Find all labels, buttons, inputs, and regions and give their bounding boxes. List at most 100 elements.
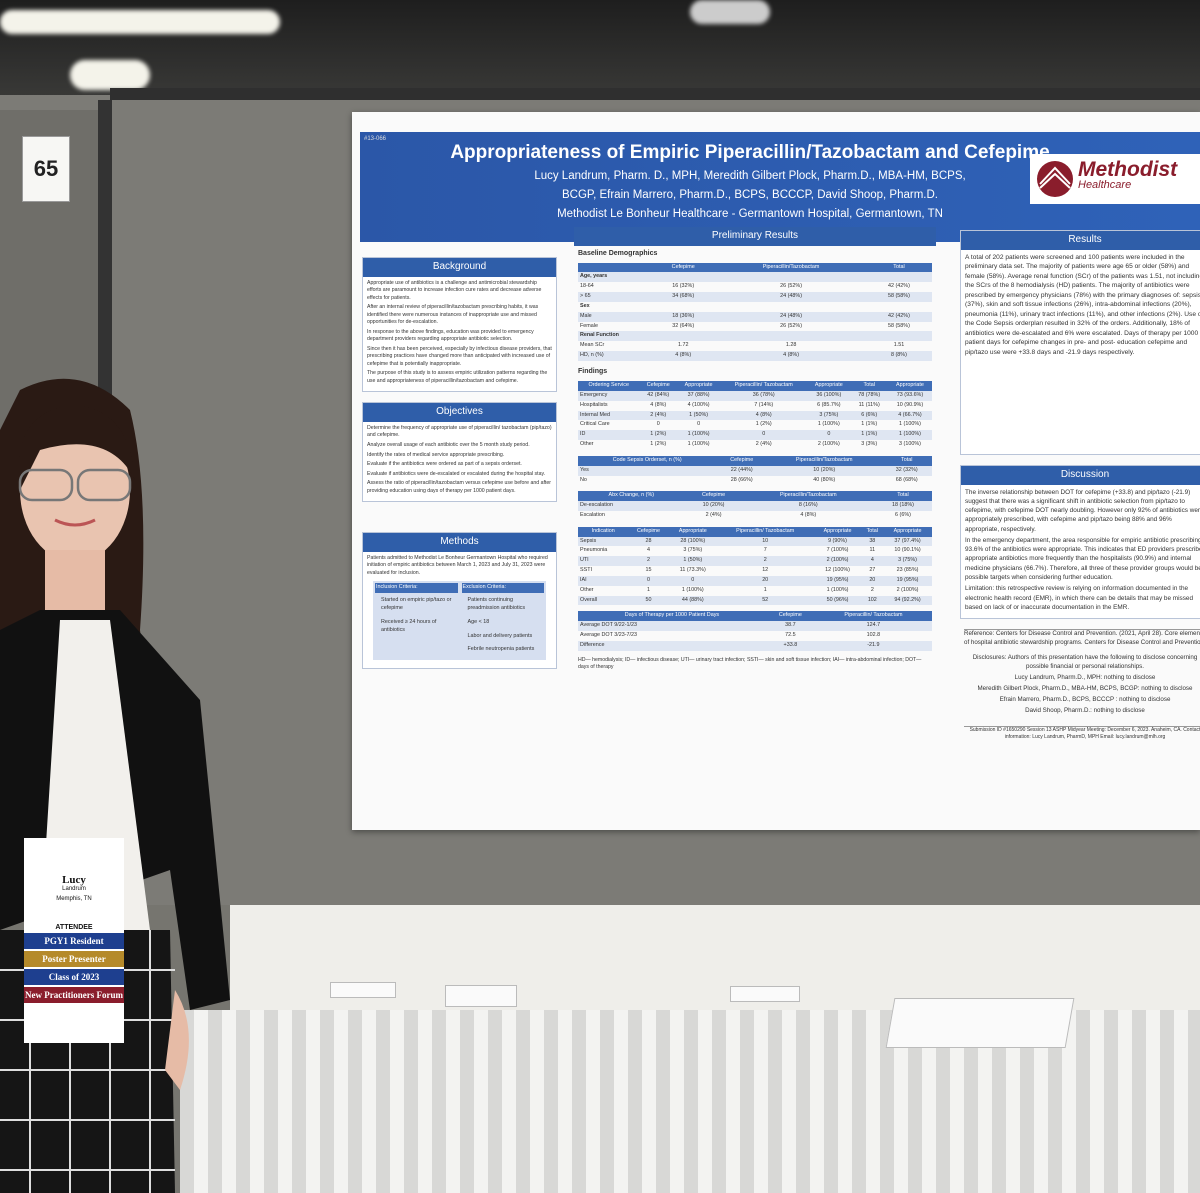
table-row: 18-64 16 (32%) 26 (52%) 42 (42%) [578, 282, 932, 292]
presenter [0, 378, 230, 1193]
disclosure-line: Meredith Gilbert Plock, Pharm.D., MBA-HM… [977, 685, 1193, 693]
table-row: Escalation 2 (4%) 4 (8%) 6 (6%) [578, 511, 932, 521]
table-cell: 10 (90.9%) [896, 401, 924, 408]
criteria-box: Exclusion Criteria: Patients continuing p… [460, 581, 547, 660]
table-cell: 68 (68%) [895, 476, 918, 483]
data-table: Cefepime Piperacillin/Tazobactam Total Age,… [578, 262, 932, 361]
table-row: Sex [578, 302, 932, 312]
table-row: Female 32 (64%) 26 (52%) 58 (58%) [578, 322, 932, 332]
table-cell: 3 (75%) [883, 556, 932, 567]
table-cell: 36 (100%) [807, 390, 851, 401]
table-cell: 8 (8%) [865, 351, 932, 361]
table-cell: 10 (90.1%) [894, 547, 921, 554]
table-cell: 4 [647, 547, 650, 554]
table-row: > 65 34 (68%) 24 (48%) 58 (58%) [578, 292, 932, 302]
section: Methods Patients admitted to Methodist Le… [362, 532, 557, 670]
table-header: Days of Therapy per 1000 Patient Days Cef… [578, 611, 932, 622]
header-cell: Ordering Service [578, 381, 640, 391]
table-cell: 1 (100%) [676, 430, 721, 441]
table-cell: 2 [870, 586, 874, 593]
table-cell: 1 (100%) [887, 430, 932, 441]
table-row: ID 1 (2%) 1 (100%) 0 0 1 (1%) 1 (100%) [578, 430, 932, 441]
disclosure-line: David Shoop, Pharm.D.: nothing to disclo… [1025, 707, 1145, 715]
header-cell: Piperacillin/Tazobactam [766, 455, 882, 466]
table-cell: 42 (42%) [865, 311, 932, 322]
table-row: Other 1 (2%) 1 (100%) 2 (4%) 2 (100%) 3 (3%) 3… [578, 440, 932, 450]
table-cell: 1 (100%) [687, 441, 710, 448]
table-cell: Difference [578, 640, 766, 651]
table-cell: Renal Function [578, 331, 932, 342]
table-row: Sepsis 28 28 (100%) 10 9 (90%) 38 37 (97.4%) [578, 536, 932, 547]
table-cell: 42 (42%) [888, 283, 910, 290]
table-cell: 1.51 [893, 342, 905, 349]
table-cell: 23 (85%) [896, 567, 919, 574]
table-cell: 4 (100%) [687, 401, 710, 408]
disclosure-line: Disclosures: Authors of this presentatio… [972, 654, 1198, 671]
left-column: Background Appropriate use of antibiotics… [362, 257, 557, 679]
table-cell: Average DOT 9/22-1/23 [578, 621, 766, 632]
table-cell: Sepsis [578, 536, 629, 547]
criteria-box: Inclusion Criteria: Started on empiric pi… [373, 581, 460, 660]
name-badge: Lucy Landrum Memphis, TN ATTENDEE PGY1 R… [24, 838, 124, 1043]
section: Results A total of 202 patients were scre… [960, 230, 1200, 455]
data-table: Ordering Service Cefepime Appropriate Piper… [578, 381, 932, 450]
paragraph: Patients admitted to Methodist Le Bonheu… [367, 554, 548, 576]
submission: Submission ID #1650290 Session 13 ASHP M… [964, 726, 1200, 742]
table-cell: -21.9 [814, 640, 932, 651]
table-cell: 4 (8%) [720, 410, 808, 421]
header-cell: Cefepime [639, 381, 677, 391]
table-cell: ID [578, 430, 640, 441]
header-cell: Piperacillin/ Tazobactam [716, 526, 814, 537]
middle-column: Preliminary Results Baseline Demographics… [574, 227, 936, 688]
table-row: SSTI 15 11 (73.3%) 12 12 (100%) 27 23 (85%) [578, 566, 932, 576]
table-row: No 28 (66%) 40 (80%) 68 (68%) [578, 476, 932, 486]
table-cell: Emergency [578, 390, 640, 401]
board-frame [110, 88, 1200, 100]
disclosure-line: Lucy Landrum, Pharm.D., MPH: nothing to … [1014, 674, 1156, 682]
table-cell: Overall [578, 595, 629, 606]
header-cell: Total [850, 381, 888, 391]
table-cell: 3 (100%) [899, 441, 921, 448]
table-cell: 10 (20%) [684, 501, 743, 511]
criteria-item: Received ≥ 24 hours of antibiotics [381, 618, 437, 633]
section: Background Appropriate use of antibiotics… [362, 257, 557, 393]
table-cell: 9 (90%) [813, 536, 862, 547]
table-row: Male 18 (36%) 24 (48%) 42 (42%) [578, 311, 932, 322]
table-cell: 102.8 [866, 632, 881, 639]
table-cell: 4 (8%) [650, 401, 667, 408]
ceiling-light [70, 60, 150, 90]
header-cell: Appropriate [668, 526, 717, 537]
table-cell: Average DOT 3/23-7/23 [580, 632, 638, 639]
header-cell: Appropriate [807, 381, 851, 391]
ceiling-fixture [690, 0, 770, 24]
table-header: Indication Cefepime Appropriate Piperacilli… [578, 526, 932, 537]
table-cell: 26 (52%) [780, 283, 803, 290]
paragraph: Since then it has been perceived, especi… [367, 345, 552, 367]
header-cell: Total [881, 455, 932, 466]
table-row: Hospitalists 4 (8%) 4 (100%) 7 (14%) 6 (85.7… [578, 401, 932, 411]
paragraph: The purpose of this study is to assess e… [367, 370, 548, 384]
criteria: Inclusion Criteria: Started on empiric pi… [373, 581, 547, 661]
table-row: Yes 22 (44%) 10 (20%) 32 (32%) [578, 465, 932, 476]
ribbon: Poster Presenter [24, 951, 124, 967]
table-cell: Yes [578, 465, 717, 476]
badge-last-name: Landrum [62, 886, 86, 892]
ribbons: PGY1 Resident Poster Presenter Class of 20… [24, 933, 124, 1003]
table-cell: 0 [668, 575, 717, 586]
table-cell: 2 (4%) [755, 441, 772, 448]
ribbon: New Practitioners Forum [24, 987, 124, 1003]
business-cards [445, 985, 517, 1007]
data-table: Code Sepsis Orderset, n (%) Cefepime Piper… [578, 455, 932, 486]
table-cell: +33.8 [765, 640, 815, 651]
table-cell: 1 [647, 586, 650, 593]
table-row: Pneumonia 4 3 (75%) 7 7 (100%) 11 10 (90.1%) [578, 546, 932, 556]
criteria-item: Febrile neutropenia patients [467, 646, 535, 653]
header-cell: Piperacillin/ Tazobactam [720, 381, 808, 391]
table-cell: 18 (18%) [873, 501, 932, 511]
data-table: Indication Cefepime Appropriate Piperacilli… [578, 526, 932, 606]
table-cell: 0 [697, 421, 701, 428]
table-cell: 2 (100%) [896, 586, 919, 593]
table-cell: HD, n (%) [578, 351, 651, 361]
header-cell: Total [865, 262, 932, 273]
